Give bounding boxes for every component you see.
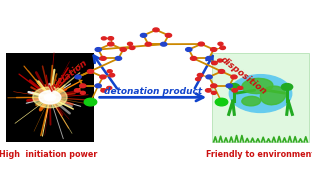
Circle shape — [153, 28, 159, 32]
Circle shape — [33, 87, 67, 108]
Circle shape — [95, 48, 101, 51]
Circle shape — [231, 75, 237, 79]
Circle shape — [228, 84, 240, 90]
Circle shape — [95, 84, 101, 88]
Circle shape — [197, 74, 203, 77]
Circle shape — [186, 48, 192, 51]
Circle shape — [232, 89, 237, 92]
Circle shape — [120, 48, 126, 51]
Circle shape — [218, 42, 223, 45]
Circle shape — [161, 42, 167, 46]
Text: disposition: disposition — [218, 55, 268, 96]
Ellipse shape — [260, 86, 286, 105]
Circle shape — [196, 78, 201, 81]
Circle shape — [100, 75, 106, 79]
Circle shape — [226, 84, 232, 88]
Circle shape — [190, 57, 197, 60]
Circle shape — [281, 84, 293, 90]
Circle shape — [109, 74, 115, 77]
Circle shape — [39, 91, 61, 104]
Circle shape — [206, 89, 211, 92]
Circle shape — [238, 86, 243, 89]
Circle shape — [108, 37, 114, 40]
Circle shape — [217, 59, 222, 62]
Circle shape — [128, 42, 133, 45]
Bar — [212, 53, 309, 142]
Circle shape — [215, 98, 228, 106]
Circle shape — [115, 57, 122, 60]
Circle shape — [140, 33, 147, 37]
Circle shape — [206, 75, 212, 79]
Bar — [6, 53, 94, 142]
Circle shape — [87, 70, 94, 73]
Circle shape — [108, 42, 114, 46]
Circle shape — [129, 46, 135, 50]
Circle shape — [211, 84, 217, 88]
Circle shape — [107, 70, 112, 73]
Text: High  initiation power: High initiation power — [0, 150, 98, 160]
Circle shape — [218, 70, 225, 73]
Circle shape — [100, 57, 106, 60]
Ellipse shape — [242, 78, 273, 94]
Text: Friendly to environment: Friendly to environment — [206, 150, 312, 160]
Circle shape — [198, 42, 204, 46]
Circle shape — [101, 89, 106, 92]
Circle shape — [220, 46, 225, 50]
Circle shape — [84, 98, 97, 106]
Circle shape — [229, 75, 292, 112]
Circle shape — [44, 94, 56, 101]
Circle shape — [80, 84, 86, 88]
Circle shape — [107, 86, 112, 89]
Circle shape — [101, 37, 106, 40]
Circle shape — [145, 42, 151, 46]
Text: detonation product: detonation product — [104, 87, 202, 96]
Circle shape — [211, 91, 216, 94]
Ellipse shape — [242, 96, 261, 106]
Circle shape — [211, 48, 217, 51]
Circle shape — [212, 61, 217, 65]
Text: Initiation: Initiation — [48, 58, 90, 93]
Circle shape — [80, 91, 85, 94]
Circle shape — [206, 57, 212, 60]
Circle shape — [75, 75, 81, 79]
Circle shape — [75, 89, 80, 92]
Circle shape — [165, 33, 172, 37]
